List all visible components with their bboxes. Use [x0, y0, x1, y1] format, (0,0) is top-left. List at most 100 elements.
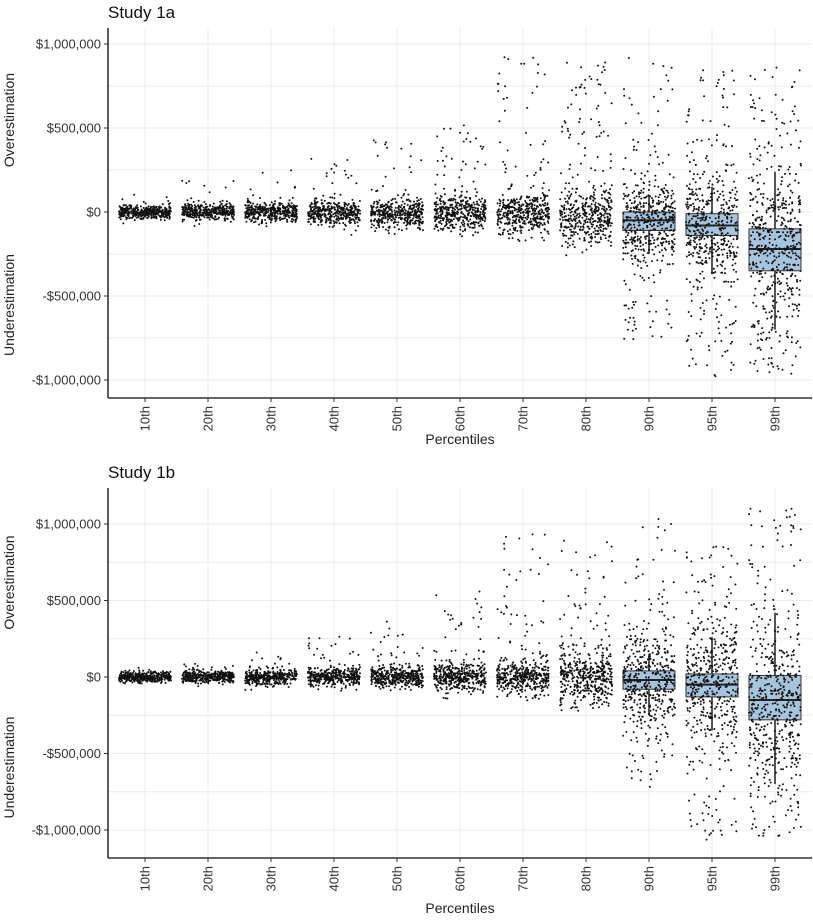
data-point	[570, 210, 573, 213]
data-point	[722, 194, 725, 197]
data-point-outlier	[627, 307, 630, 310]
data-point	[639, 239, 642, 242]
data-point	[531, 207, 533, 210]
data-point	[335, 221, 338, 224]
data-point	[592, 191, 595, 194]
data-point	[718, 295, 721, 298]
data-point-outlier	[567, 106, 569, 109]
data-point-outlier	[776, 365, 779, 368]
data-point-outlier	[575, 86, 577, 89]
data-point	[715, 250, 718, 253]
data-point	[688, 251, 691, 254]
data-point	[396, 212, 399, 215]
data-point	[779, 290, 782, 293]
data-point	[783, 227, 786, 230]
data-point	[528, 210, 531, 213]
data-point-outlier	[659, 269, 662, 272]
data-point-outlier	[627, 321, 630, 324]
data-point	[647, 189, 650, 191]
data-point	[279, 212, 281, 215]
data-point	[513, 203, 516, 206]
data-point	[604, 237, 607, 240]
data-point	[409, 204, 412, 207]
data-point	[372, 202, 375, 205]
data-point-outlier	[650, 132, 653, 135]
data-point-outlier	[774, 93, 777, 96]
x-tick-label: 90th	[642, 866, 657, 891]
data-point-outlier	[667, 153, 670, 156]
data-point-outlier	[563, 120, 566, 123]
data-point-outlier	[756, 158, 759, 161]
data-point	[642, 187, 645, 190]
data-point	[466, 200, 469, 202]
data-point-outlier	[358, 219, 361, 222]
data-point	[463, 214, 466, 217]
data-point-outlier	[420, 159, 423, 162]
data-point	[448, 218, 450, 221]
data-point	[762, 223, 765, 226]
data-point	[281, 210, 284, 213]
data-point-outlier	[464, 229, 467, 232]
data-point	[730, 281, 733, 283]
data-point	[466, 203, 468, 206]
data-point	[754, 253, 757, 256]
data-point	[599, 213, 602, 215]
data-point-outlier	[347, 176, 350, 179]
data-point	[222, 212, 225, 215]
data-point	[163, 216, 166, 219]
data-point	[671, 245, 674, 248]
data-point	[664, 227, 667, 230]
data-point	[705, 250, 707, 253]
data-point-outlier	[643, 279, 646, 282]
y-tick-label: -$500,000	[42, 746, 101, 761]
data-point-outlier	[650, 260, 653, 263]
data-point	[395, 210, 398, 213]
data-point	[536, 224, 539, 227]
data-point	[358, 209, 361, 212]
data-point-outlier	[670, 326, 673, 329]
data-point	[606, 220, 609, 223]
data-point	[200, 204, 203, 207]
data-point	[642, 205, 645, 208]
data-point-outlier	[779, 134, 782, 137]
data-point-outlier	[793, 81, 796, 83]
data-point	[406, 218, 409, 221]
data-point	[532, 218, 535, 221]
data-point	[545, 214, 548, 217]
data-point	[333, 192, 336, 195]
data-point	[118, 210, 121, 213]
data-point	[658, 163, 661, 166]
data-point	[155, 217, 158, 220]
data-point	[541, 199, 544, 202]
data-point	[441, 213, 444, 216]
data-point	[643, 209, 646, 212]
data-point-outlier	[756, 188, 759, 191]
data-point	[215, 218, 218, 221]
panel-title: Study 1a	[108, 3, 176, 22]
data-point	[274, 216, 277, 219]
data-point	[421, 205, 424, 208]
data-point	[669, 216, 672, 219]
x-tick-label: 50th	[390, 406, 405, 431]
data-point-outlier	[798, 288, 801, 291]
data-point-outlier	[540, 161, 543, 164]
data-point	[187, 208, 189, 211]
y-label-overestimation: Overestimation	[1, 73, 17, 167]
data-point	[786, 245, 789, 248]
data-point-outlier	[767, 363, 770, 366]
data-point-outlier	[699, 318, 702, 321]
data-point	[719, 228, 721, 231]
data-point	[442, 218, 445, 221]
data-point	[686, 227, 689, 230]
data-point	[751, 244, 754, 247]
data-point	[752, 223, 755, 226]
y-label-overestimation: Overestimation	[1, 535, 17, 629]
data-point	[649, 220, 652, 223]
data-point	[585, 218, 588, 220]
data-point	[592, 223, 594, 226]
data-point	[668, 263, 671, 266]
data-point	[411, 204, 414, 207]
data-point	[346, 204, 349, 207]
data-point	[712, 298, 715, 300]
data-point	[789, 256, 792, 259]
